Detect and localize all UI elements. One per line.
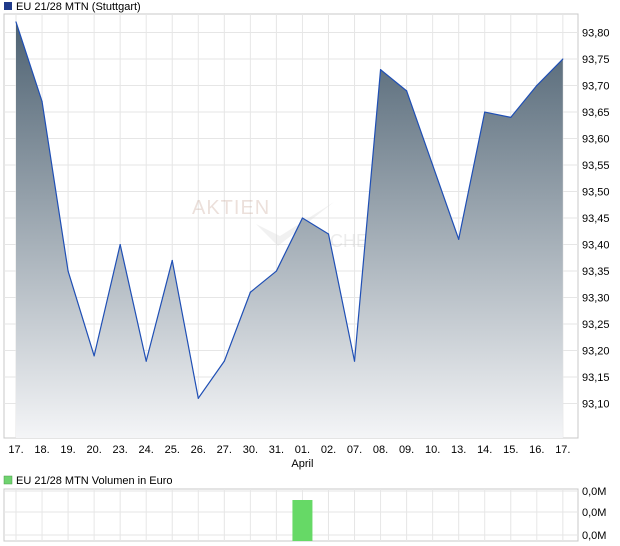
price-line-segment <box>223 291 251 362</box>
price-y-tick-label: 93,60 <box>582 134 610 146</box>
price-y-tick-label: 93,50 <box>582 187 610 199</box>
price-x-tick-label: 18. <box>34 444 49 456</box>
price-x-tick-label: 01. <box>295 444 310 456</box>
volume-legend-label: EU 21/28 MTN Volumen in Euro <box>16 475 173 487</box>
price-x-tick-label: 09. <box>399 444 414 456</box>
watermark-text: AKTIEN <box>192 197 270 219</box>
price-x-tick-label: 17. <box>555 444 570 456</box>
price-line-segment <box>145 259 173 362</box>
price-line-segments <box>15 21 564 399</box>
price-line-segment <box>353 69 382 362</box>
price-line-segment <box>119 243 147 362</box>
price-x-tick-label: 17. <box>8 444 23 456</box>
volume-bars <box>292 500 313 541</box>
price-line-segment <box>432 164 460 240</box>
price-line-segment <box>249 270 277 293</box>
price-y-tick-label: 93,10 <box>582 399 610 411</box>
price-line-segment <box>301 217 330 235</box>
price-y-tick-label: 93,20 <box>582 346 610 358</box>
price-x-tick-label: 24. <box>139 444 154 456</box>
price-x-tick-label: 07. <box>347 444 362 456</box>
price-line-segment <box>510 84 538 118</box>
price-line-segment <box>275 217 304 272</box>
price-y-tick-label: 93,80 <box>582 28 610 40</box>
price-legend-label: EU 21/28 MTN (Stuttgart) <box>16 1 141 13</box>
price-x-tick-label: 10. <box>425 444 440 456</box>
volume-grid <box>4 489 578 541</box>
volume-y-axis: 0,0M 0,0M 0,0M <box>582 486 606 542</box>
price-line-segment <box>327 233 356 362</box>
price-x-tick-label: 08. <box>373 444 388 456</box>
price-y-tick-label: 93,65 <box>582 107 610 119</box>
price-x-tick-label: 15. <box>503 444 518 456</box>
price-line-segment <box>536 58 564 87</box>
price-y-tick-label: 93,35 <box>582 266 610 278</box>
price-line-segment <box>458 111 486 240</box>
price-x-tick-label: 31. <box>269 444 284 456</box>
price-x-tick-label: 23. <box>113 444 128 456</box>
price-line-segment <box>171 259 199 399</box>
price-line-segment <box>406 90 434 166</box>
watermark-check-icon <box>256 202 334 246</box>
price-x-tick-label: 27. <box>217 444 232 456</box>
price-y-tick-label: 93,25 <box>582 319 610 331</box>
price-y-tick-label: 93,75 <box>582 54 610 66</box>
price-area-fill <box>16 22 563 438</box>
price-y-tick-label: 93,40 <box>582 240 610 252</box>
price-line-segment <box>41 100 69 272</box>
price-x-tick-label: 25. <box>165 444 180 456</box>
price-x-tick-label: 20. <box>86 444 101 456</box>
volume-y-tick-label: 0,0M <box>582 486 606 498</box>
price-x-tick-label: 30. <box>243 444 258 456</box>
price-line-segment <box>197 360 225 399</box>
price-y-tick-label: 93,15 <box>582 372 610 384</box>
price-x-axis: 17. 18. 19. 20. 23. 24. 25. 26. 27. 30. 31. 01. 02. 0… <box>8 444 570 470</box>
volume-plot-frame <box>3 488 579 542</box>
price-line-segment <box>484 111 512 118</box>
price-y-tick-label: 93,45 <box>582 213 610 225</box>
price-y-tick-label: 93,70 <box>582 81 610 93</box>
volume-legend-swatch <box>3 475 13 485</box>
price-line-segment <box>15 21 43 103</box>
price-line-segment <box>67 270 95 357</box>
price-x-tick-label: 19. <box>60 444 75 456</box>
price-x-tick-label: 26. <box>191 444 206 456</box>
volume-y-tick-label: 0,0M <box>582 530 606 542</box>
price-x-tick-label: 13. <box>451 444 466 456</box>
price-line-segment <box>379 69 408 92</box>
price-x-month-label: April <box>291 458 313 470</box>
price-y-tick-label: 93,55 <box>582 160 610 172</box>
price-legend-swatch <box>4 2 12 10</box>
volume-y-tick-label: 0,0M <box>582 507 606 519</box>
price-y-tick-label: 93,30 <box>582 293 610 305</box>
volume-bar <box>292 500 313 541</box>
price-x-tick-label: 02. <box>321 444 336 456</box>
price-x-tick-label: 16. <box>529 444 544 456</box>
price-line-segment <box>93 243 121 357</box>
price-y-axis: 93,10 93,15 93,20 93,25 93,30 93,35 93,40 93,45… <box>582 28 610 411</box>
price-x-tick-label: 14. <box>477 444 492 456</box>
